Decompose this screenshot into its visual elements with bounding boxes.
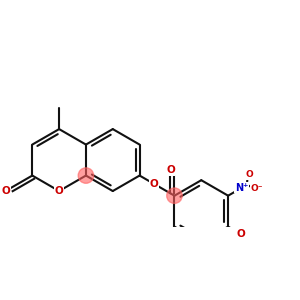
Circle shape: [78, 168, 94, 183]
Text: O: O: [245, 170, 253, 179]
Text: O: O: [166, 165, 175, 175]
Circle shape: [167, 188, 182, 203]
Text: O: O: [55, 186, 64, 196]
Text: O: O: [2, 186, 11, 196]
Text: O⁻: O⁻: [250, 184, 263, 193]
Text: O: O: [150, 179, 159, 189]
Text: N⁺: N⁺: [235, 183, 248, 193]
Text: O: O: [236, 229, 245, 239]
